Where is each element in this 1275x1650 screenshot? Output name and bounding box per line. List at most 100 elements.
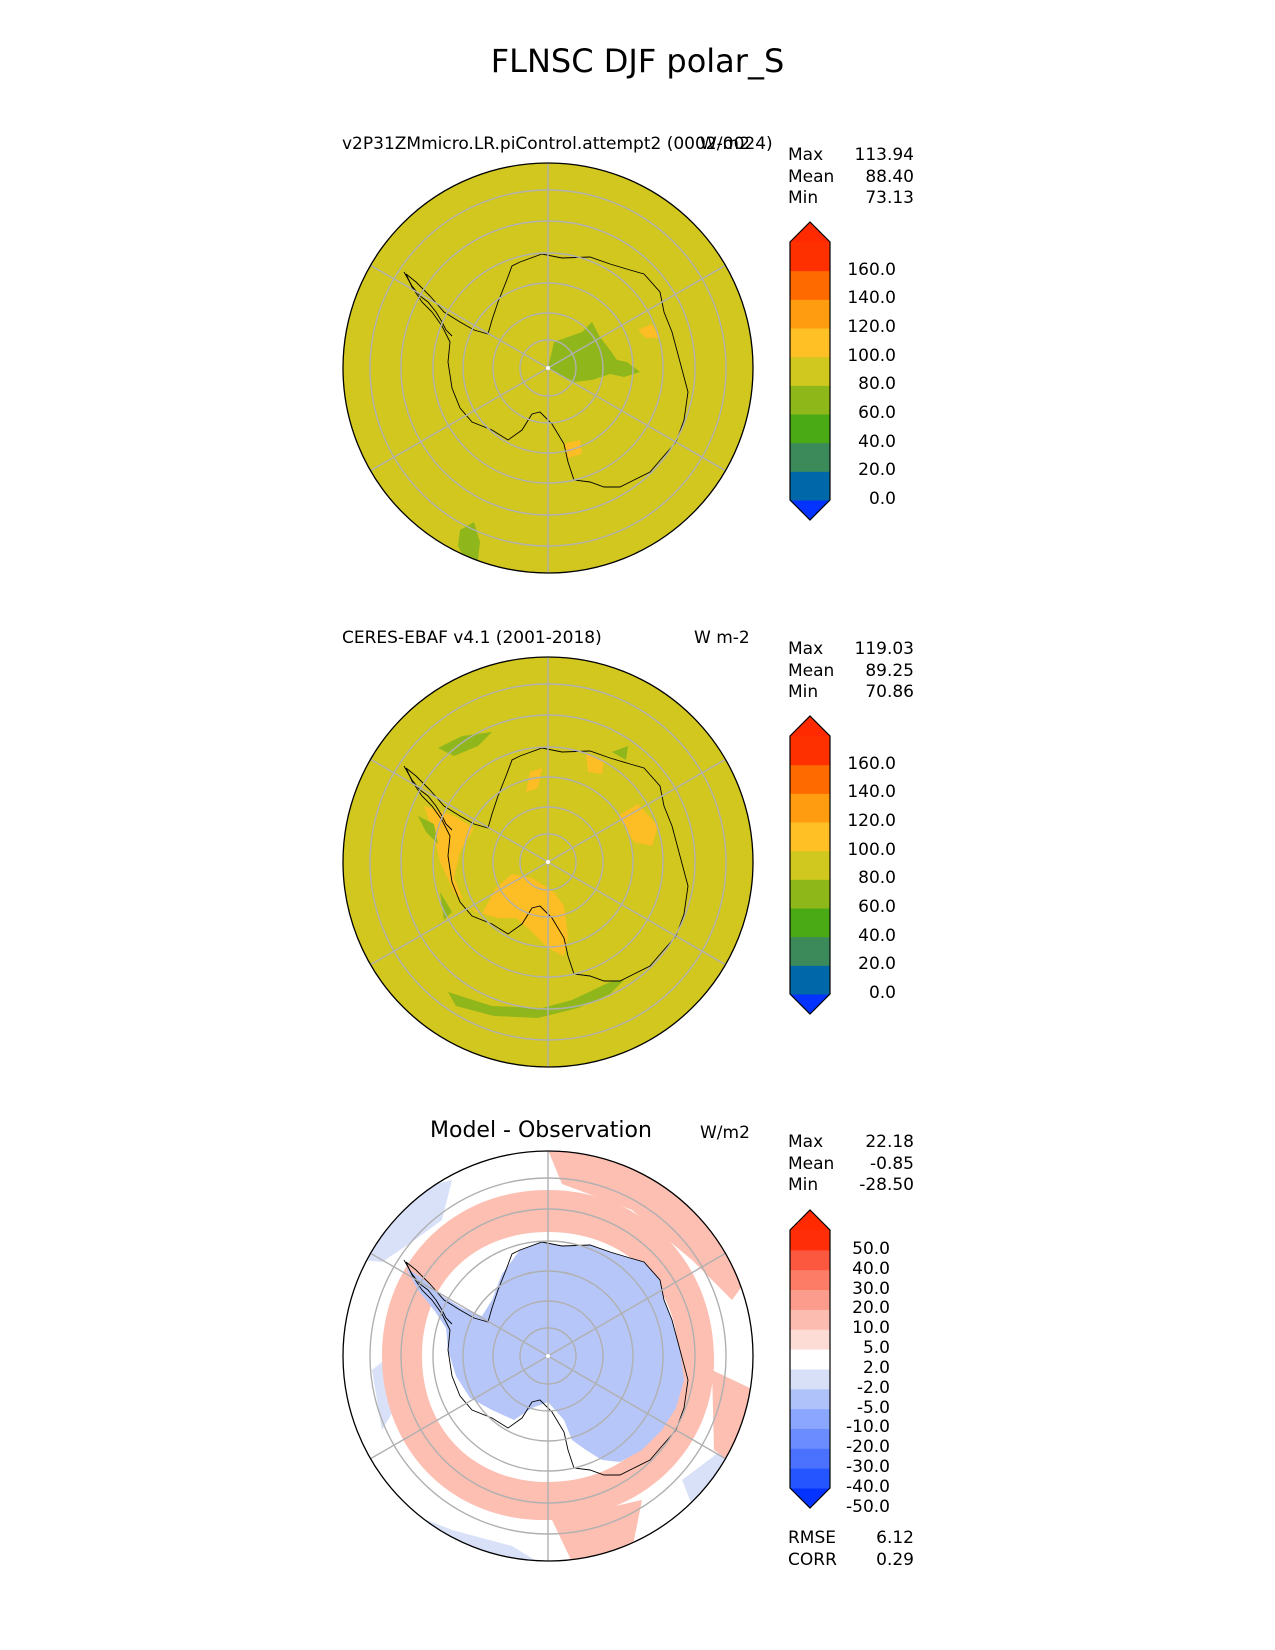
colorbar-band xyxy=(790,1269,830,1291)
colorbar-band xyxy=(790,822,830,852)
map-border xyxy=(342,1150,754,1562)
colorbar-band xyxy=(790,1408,830,1429)
colorbar-extend-max xyxy=(790,1210,830,1230)
stat-value: 88.40 xyxy=(865,166,914,187)
colorbar-band xyxy=(790,471,830,501)
colorbar-tick-label: 40.0 xyxy=(852,1258,890,1279)
map-border xyxy=(342,162,754,574)
colorbar-band xyxy=(790,1468,830,1489)
colorbar-extend-min xyxy=(790,500,830,520)
colorbar-band xyxy=(790,736,830,766)
stat-label: Max xyxy=(788,639,824,659)
panel-1-map xyxy=(342,162,754,574)
green-interior-east xyxy=(548,322,640,382)
colorbar-tick-label: 160.0 xyxy=(847,753,896,774)
colorbar-band xyxy=(790,1448,830,1469)
panel-1-colorbar-labels: 160.0 140.0 120.0 100.0 80.0 60.0 40.0 20.0 0.0 xyxy=(836,222,896,520)
colorbar-band xyxy=(790,1428,830,1449)
stat-label: Mean xyxy=(788,1153,835,1174)
main-title: FLNSC DJF polar_S xyxy=(490,42,785,80)
stat-value: 70.86 xyxy=(865,682,914,702)
antarctica-coastline xyxy=(405,1241,689,1476)
colorbar-tick-label: 2.0 xyxy=(862,1357,890,1378)
stat-value: 0.29 xyxy=(876,1549,914,1570)
colorbar-tick-label: -20.0 xyxy=(846,1437,890,1458)
panel-1-title: v2P31ZMmicro.LR.piControl.attempt2 (0002… xyxy=(342,134,773,154)
colorbar-band xyxy=(790,1230,830,1251)
panel-3-colorbar-labels: 50.0 40.0 30.0 20.0 10.0 5.0 2.0 -2.0 -5.0 -10.0-… xyxy=(834,1210,890,1517)
stat-label: Min xyxy=(788,682,819,702)
colorbar-band xyxy=(790,1349,830,1370)
colorbar-band xyxy=(790,385,830,415)
colorbar-tick-label: 160.0 xyxy=(847,259,896,280)
colorbar-tick-label: 80.0 xyxy=(858,868,896,889)
colorbar-band xyxy=(790,1309,830,1330)
colorbar-outline xyxy=(789,1209,831,1509)
colorbar-band xyxy=(790,908,830,938)
stat-label: Max xyxy=(788,1132,824,1152)
pole-marker xyxy=(546,366,550,370)
colorbar-tick-label: 5.0 xyxy=(862,1338,890,1359)
colorbar-band xyxy=(790,442,830,472)
colorbar-tick-label: 20.0 xyxy=(852,1298,890,1319)
antarctic-peninsula-coast xyxy=(403,1259,453,1325)
colorbar-outline xyxy=(789,715,831,1015)
stat-value: 73.13 xyxy=(865,188,914,208)
blue-antarctica xyxy=(406,1242,684,1462)
colorbar-tick-label: -30.0 xyxy=(846,1457,890,1478)
panel-3-title: Model - Observation xyxy=(430,1118,652,1143)
panel-3-extra-stats: RMSE 6.12 CORR 0.29 xyxy=(788,1528,914,1571)
colorbar-band xyxy=(790,764,830,794)
pole-marker xyxy=(546,1354,550,1358)
panel-3-map xyxy=(342,1150,754,1562)
colorbar-tick-label: 20.0 xyxy=(858,460,896,481)
colorbar-band xyxy=(790,356,830,386)
stat-label: CORR xyxy=(788,1549,837,1570)
colorbar-band xyxy=(790,936,830,966)
stat-value: 22.18 xyxy=(865,1132,914,1152)
colorbar-band xyxy=(790,1249,830,1271)
stat-value: 113.94 xyxy=(854,145,914,165)
colorbar-tick-label: 40.0 xyxy=(858,431,896,452)
colorbar-tick-label: 60.0 xyxy=(858,897,896,917)
stat-label: Max xyxy=(788,145,824,165)
stat-value: 6.12 xyxy=(876,1528,914,1548)
colorbar-tick-label: -2.0 xyxy=(856,1377,890,1398)
colorbar-tick-label: -40.0 xyxy=(846,1477,890,1497)
panel-2-title: CERES-EBAF v4.1 (2001-2018) xyxy=(342,628,602,648)
panel-2-units: W m-2 xyxy=(694,628,750,648)
colorbar-tick-label: -5.0 xyxy=(856,1397,890,1418)
stat-value: -0.85 xyxy=(870,1153,914,1174)
map-border xyxy=(342,656,754,1068)
colorbar-tick-label: 50.0 xyxy=(852,1238,890,1259)
colorbar-tick-label: 120.0 xyxy=(847,317,896,337)
colorbar-tick-label: 140.0 xyxy=(847,782,896,803)
colorbar-tick-label: 30.0 xyxy=(852,1278,890,1299)
stat-label: Mean xyxy=(788,660,835,681)
colorbar-band xyxy=(790,1289,830,1310)
panel-2-stats: Max 119.03 Mean 89.25 Min 70.86 xyxy=(788,639,914,704)
colorbar-outline xyxy=(789,221,831,521)
antarctica-coastline xyxy=(405,253,689,488)
green-ring xyxy=(418,732,628,1018)
colorbar-extend-min xyxy=(790,994,830,1014)
pole-marker xyxy=(546,860,550,864)
stat-label: Min xyxy=(788,188,819,208)
colorbar-band xyxy=(790,414,830,444)
colorbar-tick-label: 100.0 xyxy=(847,839,896,860)
colorbar-tick-label: -10.0 xyxy=(846,1417,890,1438)
colorbar-tick-label: 100.0 xyxy=(847,345,896,366)
panel-2-map xyxy=(342,656,754,1068)
colorbar-tick-label: 0.0 xyxy=(868,489,896,509)
antarctica-coastline xyxy=(405,747,689,982)
green-patch-offshore xyxy=(458,522,480,562)
panel-1-units: W/m2 xyxy=(700,134,750,154)
colorbar-extend-max xyxy=(790,222,830,242)
colorbar-tick-label: 120.0 xyxy=(847,811,896,831)
colorbar-band xyxy=(790,1329,830,1350)
colorbar-band xyxy=(790,299,830,329)
stat-value: -28.50 xyxy=(859,1175,914,1195)
stat-label: RMSE xyxy=(788,1528,837,1548)
colorbar-tick-label: 80.0 xyxy=(858,374,896,395)
panel-1-stats: Max 113.94 Mean 88.40 Min 73.13 xyxy=(788,145,914,210)
